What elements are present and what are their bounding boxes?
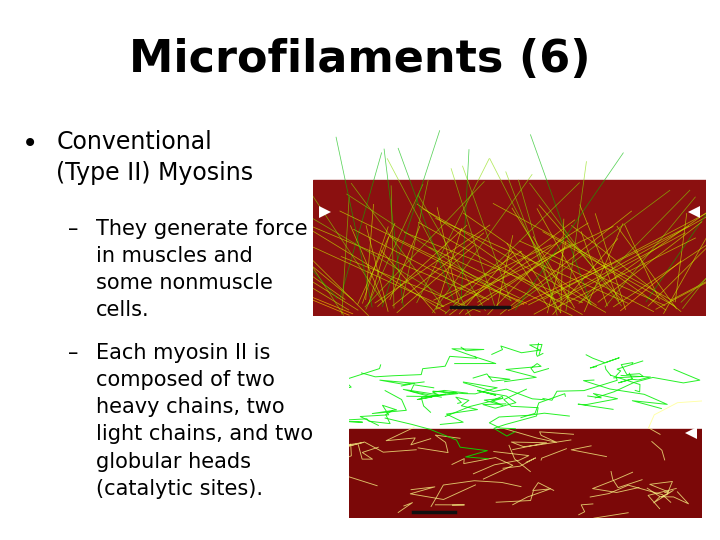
Text: •: • bbox=[22, 130, 38, 158]
Text: They generate force
in muscles and
some nonmuscle
cells.: They generate force in muscles and some … bbox=[96, 219, 307, 320]
Text: –: – bbox=[68, 343, 78, 363]
Text: Microfilaments (6): Microfilaments (6) bbox=[129, 38, 591, 81]
Text: Each myosin II is
composed of two
heavy chains, two
light chains, and two
globul: Each myosin II is composed of two heavy … bbox=[96, 343, 313, 499]
Bar bbox=[313, 180, 706, 316]
Text: –: – bbox=[68, 219, 78, 239]
Text: Conventional
(Type II) Myosins: Conventional (Type II) Myosins bbox=[56, 130, 253, 185]
Bar bbox=[349, 429, 702, 518]
